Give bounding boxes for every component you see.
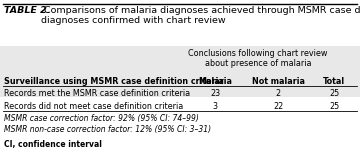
Text: 25: 25	[329, 102, 339, 111]
Text: Records met the MSMR case definition criteria: Records met the MSMR case definition cri…	[4, 89, 190, 98]
Text: Not malaria: Not malaria	[252, 77, 305, 86]
Bar	[0, 46, 360, 97]
Text: CI, confidence interval: CI, confidence interval	[4, 140, 102, 149]
Text: MSMR non-case correction factor: 12% (95% CI: 3–31): MSMR non-case correction factor: 12% (95…	[4, 125, 211, 134]
Text: Conclusions following chart review
about presence of malaria: Conclusions following chart review about…	[188, 49, 328, 68]
Text: 22: 22	[273, 102, 283, 111]
Text: MSMR case correction factor: 92% (95% CI: 74–99): MSMR case correction factor: 92% (95% CI…	[4, 114, 199, 123]
Text: Records did not meet case definition criteria: Records did not meet case definition cri…	[4, 102, 183, 111]
Text: Comparisons of malaria diagnoses achieved through MSMR case definition to
diagno: Comparisons of malaria diagnoses achieve…	[41, 6, 360, 25]
Text: 23: 23	[210, 89, 220, 98]
Text: 2: 2	[275, 89, 280, 98]
Text: 25: 25	[329, 89, 339, 98]
Text: 3: 3	[212, 102, 217, 111]
Text: Total: Total	[323, 77, 345, 86]
Text: Surveillance using MSMR case definition criteria: Surveillance using MSMR case definition …	[4, 77, 224, 86]
Text: Malaria: Malaria	[198, 77, 232, 86]
Text: TABLE 2.: TABLE 2.	[4, 6, 50, 15]
